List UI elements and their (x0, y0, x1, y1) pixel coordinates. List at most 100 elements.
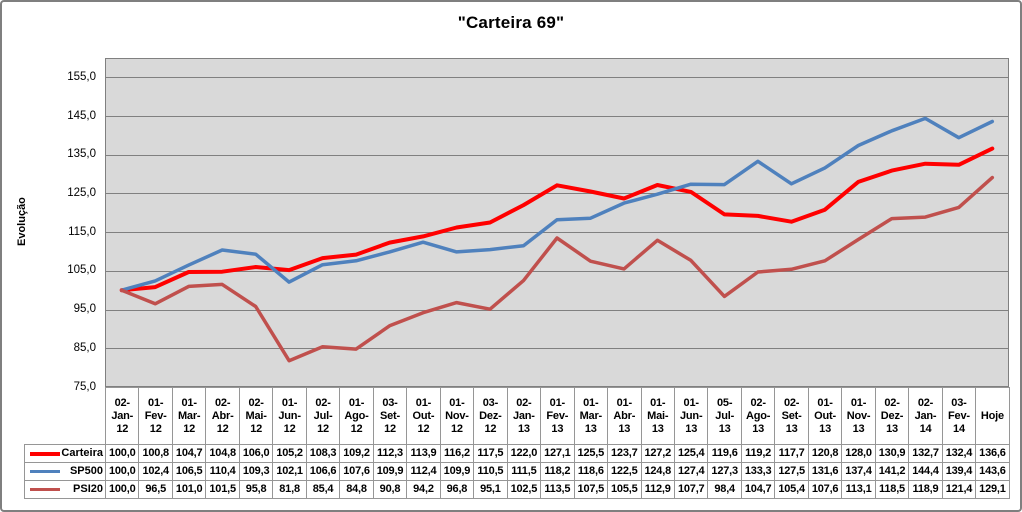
date-header-line: 01- (650, 396, 666, 409)
date-header-line: Fev- (144, 409, 167, 422)
date-header-cell: 05- Jul- 13 (707, 387, 742, 445)
date-header-line: Set- (781, 409, 802, 422)
date-header-line: 13 (785, 422, 798, 435)
value-cell: 95,8 (238, 480, 274, 499)
date-header-cell: 01- Abr- 13 (607, 387, 642, 445)
series-line-carteira (119, 146, 995, 293)
value-cell: 106,0 (238, 444, 274, 463)
value-cell: 116,2 (439, 444, 475, 463)
value-cell: 132,4 (941, 444, 977, 463)
table-corner-cell (25, 388, 106, 445)
value-cell: 120,8 (807, 444, 843, 463)
value-cell: 100,0 (104, 462, 140, 481)
value-cell: 117,5 (473, 444, 508, 463)
value-cell: 139,4 (941, 462, 977, 481)
date-header-line: Fev- (546, 409, 569, 422)
value-cell: 119,2 (740, 444, 776, 463)
value-cell: 100,0 (104, 480, 140, 499)
value-cell: 107,7 (673, 480, 709, 499)
series-name: Carteira (61, 447, 103, 459)
date-header-line: 12 (216, 422, 229, 435)
date-header-line: 13 (819, 422, 831, 435)
value-cell: 100,0 (104, 444, 140, 463)
date-header-cell: 02- Dez- 13 (874, 387, 910, 445)
date-header-cell: 01- Fev- 12 (138, 387, 173, 445)
y-axis-tick-label: 115,0 (68, 225, 96, 238)
value-cell: 132,7 (908, 444, 943, 463)
date-header-cell: 02- Mai- 12 (238, 387, 274, 445)
value-cell: 108,3 (305, 444, 341, 463)
value-cell: 98,4 (707, 480, 742, 499)
value-cell: 102,4 (138, 462, 173, 481)
date-header-line: Jan- (111, 409, 134, 422)
date-header-cell: 01- Ago- 12 (339, 387, 374, 445)
value-cell: 109,3 (238, 462, 274, 481)
date-header-line: Jan- (512, 409, 535, 422)
value-cell: 130,9 (874, 444, 910, 463)
date-header-line: 13 (886, 422, 898, 435)
series-line-sp500 (119, 116, 995, 292)
value-cell: 102,1 (272, 462, 307, 481)
value-cell: 122,0 (506, 444, 542, 463)
value-cell: 104,7 (171, 444, 207, 463)
date-header-line: 13 (517, 422, 530, 435)
value-cell: 107,6 (807, 480, 843, 499)
date-header-cell: 02- Abr- 12 (205, 387, 240, 445)
y-axis-tick-label: 145,0 (67, 109, 96, 122)
date-header-line: Mai- (647, 409, 669, 422)
date-header-line: 13 (718, 422, 731, 435)
value-cell: 137,4 (841, 462, 876, 481)
value-cell: 131,6 (807, 462, 843, 481)
date-header-line: 02- (783, 396, 800, 409)
value-cell: 127,4 (673, 462, 709, 481)
value-cell: 107,5 (573, 480, 609, 499)
date-header-line: Fev- (948, 409, 970, 422)
date-header-cell: 02- Jan- 12 (104, 387, 140, 445)
date-header-cell: 02- Ago- 13 (740, 387, 776, 445)
date-header-line: Abr- (613, 409, 636, 422)
date-header-cell: 01- Nov- 12 (439, 387, 475, 445)
date-header-line: 14 (919, 422, 932, 435)
date-header-line: 01- (148, 396, 164, 409)
date-header-line: 13 (551, 422, 564, 435)
date-header-line: Set- (379, 409, 400, 422)
table-row: SP500 100,0 102,4 106,5 110,4 109,3 102,1 106,6… (24, 462, 1010, 481)
date-header-line: Nov- (846, 409, 871, 422)
date-header-line: 01- (616, 396, 633, 409)
y-axis-tick-label: 75,0 (73, 380, 96, 393)
date-header-line: 12 (317, 422, 329, 435)
value-cell: 85,4 (305, 480, 341, 499)
date-header-line: Jun- (278, 409, 301, 422)
value-cell: 119,6 (707, 444, 742, 463)
date-header-line: 01- (850, 396, 867, 409)
date-header-cell: 01- Out- 13 (807, 387, 843, 445)
date-header-line: 03- (951, 396, 967, 409)
value-cell: 105,5 (607, 480, 642, 499)
date-header-cell: 01- Mar- 12 (171, 387, 207, 445)
date-header-cell: 02- Jan- 14 (908, 387, 943, 445)
date-header-line: Jun- (679, 409, 703, 422)
value-cell: 109,9 (439, 462, 475, 481)
date-header-line: 13 (852, 422, 865, 435)
date-header-line: 02- (248, 396, 264, 409)
value-cell: 117,7 (774, 444, 809, 463)
date-header-line: 01- (817, 396, 833, 409)
date-header-line: 02- (114, 396, 131, 409)
value-cell: 81,8 (272, 480, 307, 499)
value-cell: 128,0 (841, 444, 876, 463)
value-cell: 144,4 (908, 462, 943, 481)
value-cell: 127,3 (707, 462, 742, 481)
y-axis-tick-label: 125,0 (67, 186, 96, 199)
value-cell: 127,5 (774, 462, 809, 481)
value-cell: 123,7 (607, 444, 642, 463)
value-cell: 106,5 (171, 462, 207, 481)
data-table: 02- Jan- 12 01- Fev- 12 01- Mar- 12 02- Abr- 12 02- M… (24, 387, 1010, 499)
value-cell: 110,5 (473, 462, 508, 481)
date-header-line: 12 (350, 422, 363, 435)
value-cell: 107,6 (339, 462, 374, 481)
date-header-line: Ago- (344, 409, 369, 422)
date-header-line: 05- (717, 396, 733, 409)
value-cell: 125,5 (573, 444, 609, 463)
date-header-cell: 01- Mar- 13 (573, 387, 609, 445)
